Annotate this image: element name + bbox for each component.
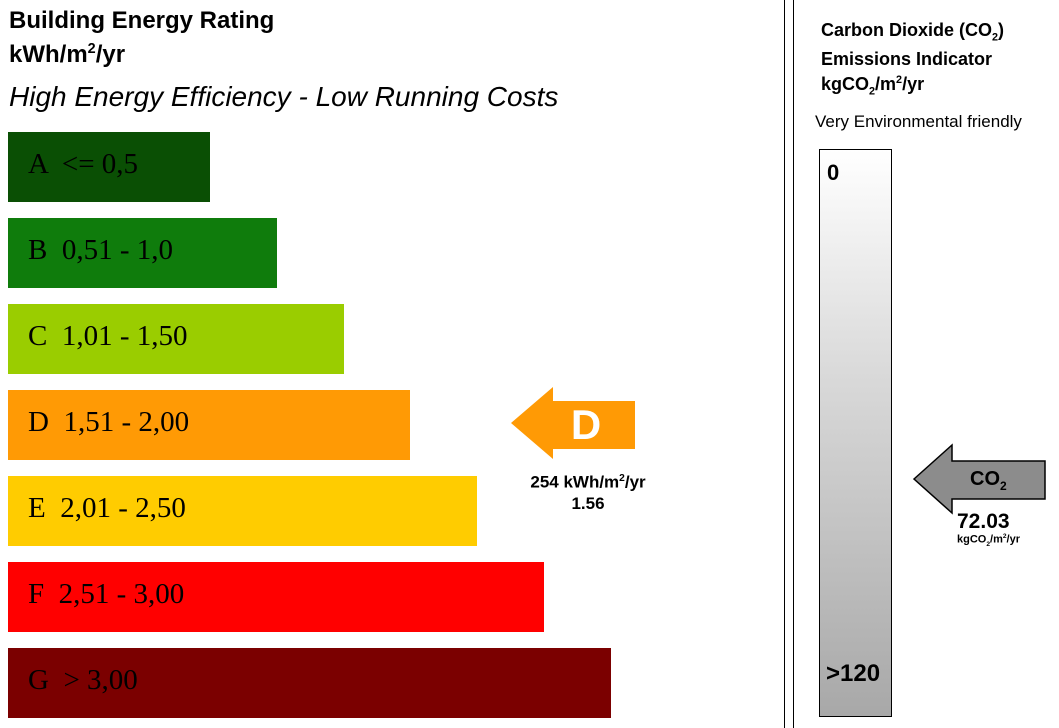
chart-unit: kWh/m2/yr <box>9 35 125 69</box>
co2-gauge <box>819 149 892 717</box>
band-f: F 2,51 - 3,00 <box>8 562 544 632</box>
co2-title: Carbon Dioxide (CO2) Emissions Indicator… <box>821 20 1004 102</box>
rating-value-sup: 2 <box>619 473 625 484</box>
co2-unit-sub: 2 <box>869 85 876 98</box>
co2-value-unit-sup: 2 <box>1002 533 1007 540</box>
band-b: B 0,51 - 1,0 <box>8 218 277 288</box>
band-f-label: F 2,51 - 3,00 <box>28 578 185 610</box>
co2-title-sub: 2 <box>992 31 999 44</box>
co2-value-unit-mid: /m <box>990 533 1003 546</box>
co2-unit-sup: 2 <box>896 73 903 86</box>
chart-subtitle: High Energy Efficiency - Low Running Cos… <box>9 81 559 112</box>
co2-value-unit-suffix: /yr <box>1006 533 1020 546</box>
band-c-label: C 1,01 - 1,50 <box>28 320 188 352</box>
chart-title: Building Energy Rating <box>9 7 275 34</box>
rating-letter: D <box>570 401 602 448</box>
co2-scale-min: 0 <box>827 160 840 185</box>
co2-scale-max: >120 <box>826 660 881 687</box>
co2-value: 72.03 <box>957 510 1010 533</box>
unit-sup: 2 <box>87 41 96 57</box>
co2-unit-suffix: /yr <box>902 73 925 94</box>
rating-value: 254 kWh/m2/yr 1.56 <box>508 468 668 514</box>
co2-unit-mid: /m <box>875 73 897 94</box>
band-b-label: B 0,51 - 1,0 <box>28 234 173 266</box>
co2-value-unit: kgCO2/m2/yr <box>957 533 1020 548</box>
band-g-label: G > 3,00 <box>28 664 138 696</box>
rating-value-suffix: /yr <box>624 472 646 492</box>
co2-title-line3: kgCO2/m2/yr <box>821 70 1004 103</box>
unit-suffix: /yr <box>95 41 126 68</box>
band-d-label: D 1,51 - 2,00 <box>28 406 190 438</box>
band-a-label: A <= 0,5 <box>28 148 139 180</box>
divider-left <box>784 0 785 728</box>
co2-arrow-label: CO2 <box>970 468 1007 493</box>
rating-arrow-shape <box>511 387 635 459</box>
co2-value-unit-sub: 2 <box>986 540 991 548</box>
unit-prefix: kWh/m <box>9 41 88 68</box>
divider-right <box>793 0 794 728</box>
co2-title-prefix: Carbon Dioxide (CO <box>821 20 993 40</box>
band-d: D 1,51 - 2,00 <box>8 390 410 460</box>
band-g: G > 3,00 <box>8 648 611 718</box>
co2-title-line2: Emissions Indicator <box>821 48 993 69</box>
band-e: E 2,01 - 2,50 <box>8 476 477 546</box>
band-e-label: E 2,01 - 2,50 <box>28 492 186 524</box>
rating-value-prefix: 254 kWh/m <box>530 472 620 492</box>
band-c: C 1,01 - 1,50 <box>8 304 344 374</box>
co2-unit-prefix: kgCO <box>821 73 870 94</box>
co2-arrow <box>912 443 1046 515</box>
rating-value-secondary: 1.56 <box>571 493 605 513</box>
co2-arrow-shape <box>912 443 1046 515</box>
co2-arrow-label-sub: 2 <box>1000 479 1007 493</box>
co2-friendly-label: Very Environmental friendly <box>815 112 1022 131</box>
co2-title-suffix: ) <box>998 20 1005 40</box>
co2-arrow-label-prefix: CO <box>970 468 1000 490</box>
co2-title-line1: Carbon Dioxide (CO2) <box>821 20 1004 49</box>
co2-value-unit-prefix: kgCO <box>957 533 987 546</box>
rating-arrow <box>511 387 635 459</box>
band-a: A <= 0,5 <box>8 132 210 202</box>
